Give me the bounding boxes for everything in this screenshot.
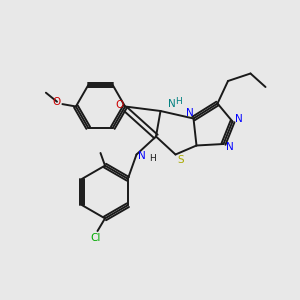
Text: H: H — [175, 97, 182, 106]
Text: N: N — [186, 108, 194, 118]
Text: N: N — [168, 99, 176, 110]
Text: O: O — [52, 97, 61, 107]
Text: N: N — [138, 151, 146, 161]
Text: Cl: Cl — [91, 232, 101, 243]
Text: N: N — [226, 142, 234, 152]
Text: S: S — [177, 154, 184, 165]
Text: O: O — [116, 100, 124, 110]
Text: N: N — [235, 114, 243, 124]
Text: H: H — [149, 154, 155, 163]
